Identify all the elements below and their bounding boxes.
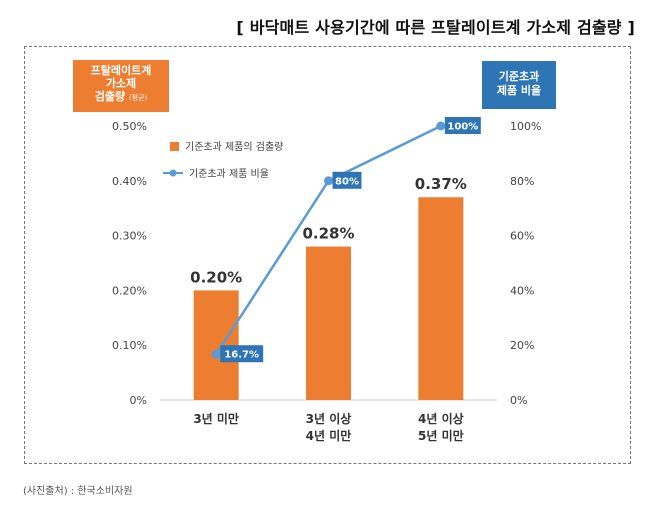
left-tick-label: 0.50% [112, 120, 147, 133]
left-tick-label: 0.40% [112, 175, 147, 188]
bar [193, 290, 239, 400]
left-axis-title-line3: 검출량 [94, 90, 126, 103]
right-tick-label: 80% [510, 175, 534, 188]
right-tick-label: 100% [510, 120, 541, 133]
ratio-point-label: 80% [335, 176, 359, 187]
bar [306, 246, 351, 400]
right-tick-label: 0% [510, 394, 527, 407]
bar-value-label: 0.20% [190, 268, 242, 286]
left-tick-label: 0.30% [112, 230, 147, 243]
left-axis-title: 프탈레이트계 가소제 검출량 (평균) [73, 60, 169, 112]
source-caption: (사진출처) : 한국소비자원 [23, 486, 133, 497]
left-axis-title-unit: (평균) [128, 94, 148, 102]
right-tick-label: 60% [510, 230, 534, 243]
bar-value-label: 0.37% [415, 175, 467, 193]
ratio-point-label: 16.7% [224, 350, 259, 361]
right-axis-title-line2: 제품 비율 [496, 84, 542, 97]
right-axis-title: 기준초과 제품 비율 [482, 61, 556, 109]
right-axis-title-line1: 기준초과 [498, 70, 540, 83]
left-tick-label: 0.20% [112, 284, 147, 297]
legend-bar-label: 기준초과 제품의 검출량 [185, 141, 283, 153]
category-label: 5년 미만 [418, 428, 464, 443]
bar [418, 197, 464, 400]
right-tick-label: 40% [510, 284, 534, 297]
ratio-point [211, 349, 221, 359]
ratio-point [436, 121, 446, 131]
ratio-label-box [220, 345, 264, 363]
legend-line-marker [169, 169, 177, 177]
legend-line-label: 기준초과 제품 비율 [189, 168, 269, 180]
ratio-point-label: 100% [447, 122, 478, 133]
category-label: 4년 이상 [418, 411, 464, 426]
left-tick-label: 0% [130, 394, 147, 407]
right-tick-label: 20% [510, 339, 534, 352]
category-label: 3년 이상 [306, 411, 352, 426]
chart-frame [24, 46, 631, 464]
category-label: 4년 미만 [306, 428, 352, 443]
ratio-label-box [444, 117, 481, 134]
ratio-label-box [332, 171, 362, 189]
left-tick-label: 0.10% [112, 339, 147, 352]
legend-bar-swatch [170, 142, 179, 151]
bar-value-label: 0.28% [302, 225, 354, 243]
ratio-point [324, 176, 333, 186]
chart-title: [ 바닥매트 사용기간에 따른 프탈레이트계 가소제 검출량 ] [236, 18, 635, 37]
left-axis-title-line1: 프탈레이트계 [90, 64, 152, 77]
left-axis-title-line2: 가소제 [105, 77, 137, 90]
category-label: 3년 미만 [193, 411, 239, 426]
